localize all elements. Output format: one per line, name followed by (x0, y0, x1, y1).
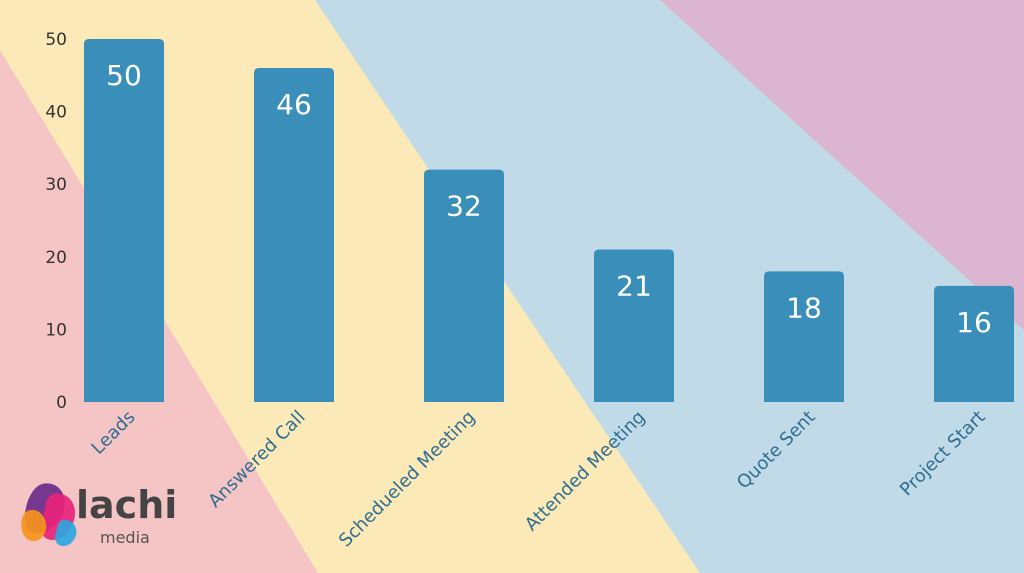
bar-value-label: 21 (616, 270, 652, 303)
y-tick-label: 30 (45, 175, 67, 195)
bar (424, 169, 504, 402)
y-tick-label: 50 (45, 30, 67, 50)
y-axis: 0 10 20 30 40 50 (45, 30, 67, 413)
logo-word: lachi (76, 483, 177, 527)
bar-value-label: 46 (276, 88, 312, 121)
bar-value-label: 18 (786, 291, 822, 324)
bar-value-label: 50 (106, 59, 142, 92)
y-tick-label: 10 (45, 320, 67, 340)
bar-value-label: 16 (956, 306, 992, 339)
bar (254, 68, 334, 402)
bar (594, 249, 674, 402)
y-tick-label: 0 (56, 393, 67, 413)
bar (84, 39, 164, 402)
logo-mark-blue (54, 519, 77, 547)
y-tick-label: 20 (45, 248, 67, 268)
lachi-media-logo: lachi media (21, 483, 177, 547)
bars: 50 46 32 21 18 16 (84, 39, 1014, 402)
logo-mark-orange (21, 509, 47, 542)
bar (934, 285, 1014, 402)
y-tick-label: 40 (45, 103, 67, 123)
bar-value-label: 32 (446, 190, 482, 223)
logo-sub: media (100, 528, 150, 547)
bar (764, 271, 844, 402)
